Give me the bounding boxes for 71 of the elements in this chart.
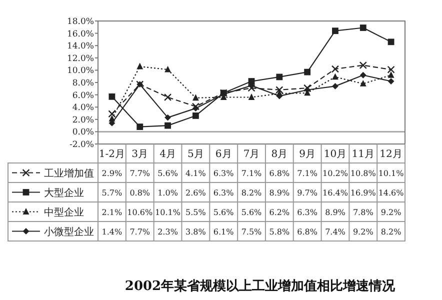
data-label: 8.9%	[325, 208, 346, 217]
x-tick-label: 10月	[324, 149, 347, 160]
y-tick-label: 6.0%	[72, 90, 94, 101]
y-tick-label: 10.0%	[66, 66, 94, 76]
data-label: 5.6%	[213, 208, 234, 217]
data-label: 9.2%	[380, 208, 402, 217]
data-label: 6.3%	[297, 208, 318, 217]
y-tick-label: 16.0%	[66, 29, 94, 40]
data-label: 16.4%	[322, 188, 348, 198]
data-label: 7.8%	[352, 208, 374, 217]
y-tick-label: 0.0%	[72, 128, 94, 138]
data-label: 10.1%	[155, 208, 181, 217]
x-tick-label: 5月	[187, 149, 204, 160]
data-label: 0.8%	[130, 188, 150, 198]
data-label: 8.9%	[269, 188, 290, 198]
x-tick-label: 6月	[215, 149, 232, 160]
x-tick-label: 12月	[380, 149, 402, 160]
data-label: 6.3%	[213, 188, 234, 198]
legend-label: 大型企业	[44, 186, 84, 199]
data-label: 1.0%	[158, 188, 178, 198]
data-label: 16.9%	[350, 188, 376, 198]
data-label: 5.5%	[186, 208, 206, 217]
data-label: 9.7%	[297, 188, 318, 198]
y-tick-label: 4.0%	[72, 103, 94, 114]
data-label: 5.8%	[269, 227, 290, 236]
data-label: 9.2%	[352, 227, 374, 236]
x-tick-label: 3月	[132, 149, 148, 160]
data-label: 7.7%	[130, 227, 150, 236]
legend-label: 小微型企业	[44, 226, 94, 238]
data-label: 14.6%	[378, 188, 404, 198]
data-label: 6.8%	[269, 168, 290, 178]
legend-label: 工业增加值	[44, 167, 94, 180]
data-label: 2.9%	[102, 168, 123, 178]
data-label: 7.7%	[130, 168, 150, 178]
y-tick-label: 2.0%	[72, 115, 94, 126]
x-tick-label: 11月	[352, 149, 375, 160]
x-tick-label: 8月	[271, 149, 288, 160]
data-label: 4.1%	[186, 168, 206, 178]
x-tick-label: 7月	[243, 149, 260, 160]
data-label: 8.2%	[380, 227, 402, 236]
y-tick-label: 8.0%	[72, 78, 94, 88]
data-label: 7.5%	[241, 227, 262, 236]
data-label: 5.6%	[241, 208, 262, 217]
data-label: 1.4%	[102, 227, 123, 236]
y-tick-label: 18.0%	[66, 17, 94, 27]
data-label: 10.6%	[127, 208, 153, 217]
data-label: 10.1%	[378, 168, 404, 178]
x-tick-label: 4月	[160, 149, 176, 160]
data-label: 7.1%	[241, 168, 262, 178]
data-label: 2.1%	[102, 208, 123, 217]
data-label: 10.2%	[322, 168, 348, 178]
y-tick-label: 14.0%	[66, 42, 94, 52]
data-label: 10.8%	[350, 168, 376, 178]
data-label: 6.1%	[213, 227, 234, 236]
data-label: 6.2%	[269, 208, 290, 217]
text: 2002年某省规模以上工业增加值相比增速情况	[124, 278, 396, 294]
x-tick-label: 1-2月	[98, 149, 126, 160]
x-tick-label: 9月	[299, 149, 316, 160]
data-label: 7.4%	[325, 227, 346, 236]
y-tick-label: -2.0%	[70, 140, 94, 150]
data-label: 6.8%	[297, 227, 318, 236]
y-tick-label: 12.0%	[66, 54, 94, 64]
data-label: 2.3%	[158, 227, 178, 236]
data-label: 7.1%	[297, 168, 318, 178]
data-label: 8.2%	[241, 188, 262, 198]
legend-label: 中型企业	[44, 206, 84, 218]
data-label: 6.3%	[213, 168, 234, 178]
data-label: 3.8%	[186, 227, 206, 236]
data-label: 2.6%	[186, 188, 206, 198]
data-label: 5.7%	[102, 188, 123, 198]
data-label: 5.6%	[158, 168, 178, 178]
